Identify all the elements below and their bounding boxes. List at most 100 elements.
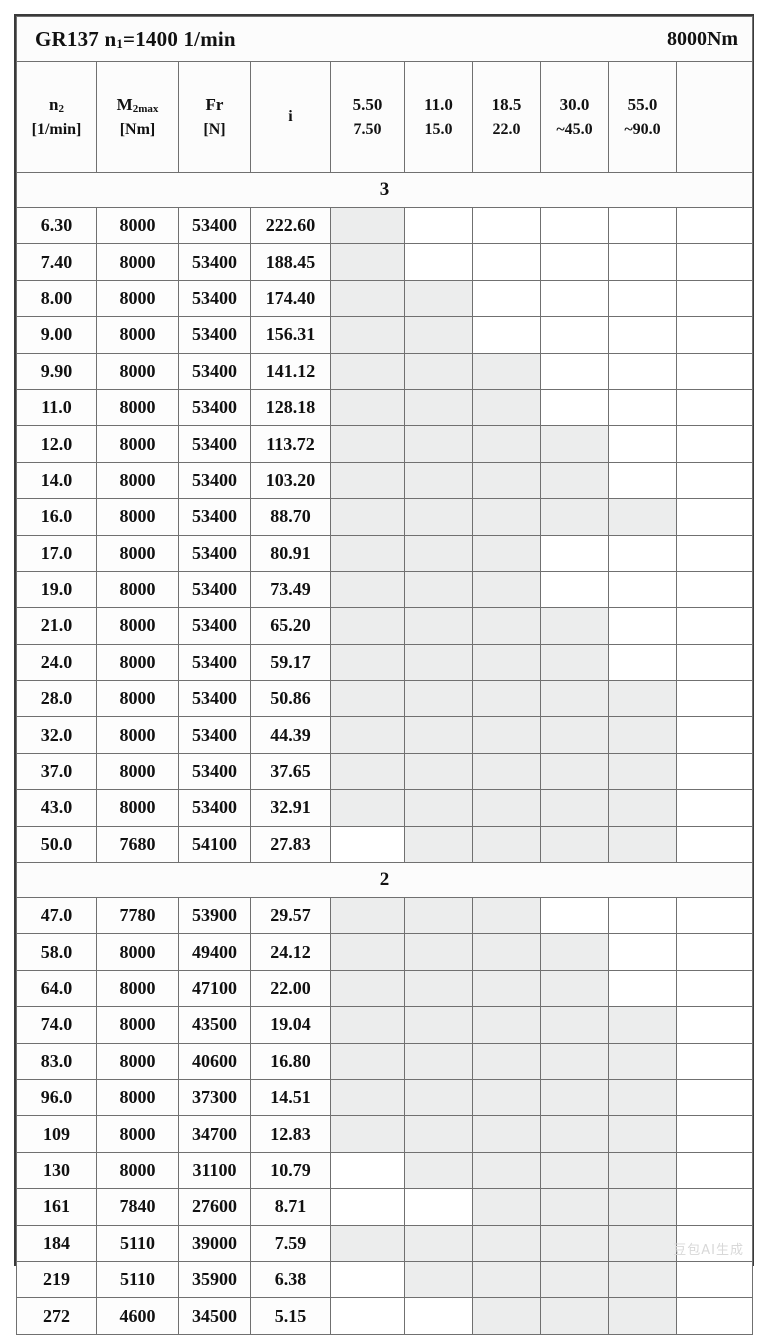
cell-n2: 109 [16, 1115, 97, 1153]
cell-i: 14.51 [250, 1078, 331, 1117]
cell-power-1-available [330, 969, 405, 1008]
cell-n2: 64.0 [16, 969, 97, 1008]
cell-power-2-available [404, 279, 473, 318]
cell-i: 29.57 [250, 897, 331, 935]
table-row: 96.0 8000 37300 14.51 [16, 1078, 754, 1117]
cell-power-1-available [330, 607, 405, 645]
cell-i: 24.12 [250, 933, 331, 971]
cell-power-5-empty [608, 607, 677, 645]
column-header-m2max: M2max [Nm] [96, 61, 179, 173]
cell-power-6-empty [675, 534, 754, 572]
cell-n2: 130 [16, 1151, 97, 1190]
cell-i: 188.45 [250, 243, 331, 281]
cell-power-2-available [404, 897, 473, 935]
cell-m2max: 8000 [96, 498, 179, 536]
cell-power-6-empty [675, 752, 754, 791]
cell-power-4-empty [540, 570, 609, 609]
cell-n2: 8.00 [16, 279, 97, 318]
cell-power-5-available [608, 789, 677, 827]
cell-i: 19.04 [250, 1006, 331, 1044]
cell-i: 156.31 [250, 316, 331, 354]
cell-n2: 14.0 [16, 461, 97, 500]
cell-m2max: 8000 [96, 789, 179, 827]
cell-power-2-empty [404, 206, 473, 245]
cell-power-5-empty [608, 352, 677, 390]
cell-m2max: 8000 [96, 1042, 179, 1080]
table-row: 64.0 8000 47100 22.00 [16, 969, 754, 1008]
cell-i: 222.60 [250, 206, 331, 245]
cell-fr: 39000 [178, 1224, 251, 1262]
cell-power-5-available [608, 680, 677, 718]
cell-power-2-available [404, 969, 473, 1008]
cell-m2max: 8000 [96, 461, 179, 500]
cell-power-6-empty [675, 969, 754, 1008]
cell-power-5-empty [608, 534, 677, 572]
cell-power-4-available [540, 607, 609, 645]
cell-power-3-empty [472, 316, 541, 354]
cell-i: 73.49 [250, 570, 331, 609]
cell-power-5-empty [608, 969, 677, 1008]
torque-rating: 8000Nm [666, 27, 739, 50]
column-header-power-3: 18.5 22.0 [472, 61, 541, 173]
cell-power-3-available [472, 425, 541, 463]
cell-power-3-available [472, 969, 541, 1008]
cell-i: 50.86 [250, 680, 331, 718]
cell-power-6-empty [675, 352, 754, 390]
cell-n2: 28.0 [16, 680, 97, 718]
cell-m2max: 8000 [96, 1078, 179, 1117]
cell-power-1-available [330, 789, 405, 827]
cell-fr: 53400 [178, 243, 251, 281]
cell-power-1-available [330, 1006, 405, 1044]
cell-power-3-available [472, 825, 541, 864]
cell-power-1-available [330, 1224, 405, 1262]
cell-n2: 58.0 [16, 933, 97, 971]
cell-power-4-available [540, 498, 609, 536]
table-row: 7.40 8000 53400 188.45 [16, 243, 754, 281]
cell-n2: 24.0 [16, 643, 97, 682]
cell-power-2-available [404, 716, 473, 754]
cell-power-4-empty [540, 316, 609, 354]
sheet-title: GR137 n1=1400 1/min [35, 26, 236, 51]
cell-m2max: 7680 [96, 825, 179, 864]
cell-i: 103.20 [250, 461, 331, 500]
cell-fr: 49400 [178, 933, 251, 971]
cell-m2max: 8000 [96, 752, 179, 791]
cell-power-3-available [472, 789, 541, 827]
cell-power-2-available [404, 570, 473, 609]
cell-fr: 37300 [178, 1078, 251, 1117]
cell-i: 44.39 [250, 716, 331, 754]
cell-power-4-available [540, 752, 609, 791]
cell-m2max: 8000 [96, 933, 179, 971]
cell-i: 12.83 [250, 1115, 331, 1153]
cell-power-1-empty [330, 1297, 405, 1335]
cell-m2max: 8000 [96, 316, 179, 354]
cell-power-5-available [608, 1042, 677, 1080]
cell-n2: 7.40 [16, 243, 97, 281]
cell-power-1-empty [330, 1151, 405, 1190]
cell-fr: 53400 [178, 498, 251, 536]
cell-m2max: 7780 [96, 897, 179, 935]
cell-power-4-empty [540, 352, 609, 390]
column-header-power-5: 55.0 ~90.0 [608, 61, 677, 173]
cell-n2: 12.0 [16, 425, 97, 463]
cell-power-3-available [472, 933, 541, 971]
cell-power-3-available [472, 1151, 541, 1190]
cell-power-6-empty [675, 1006, 754, 1044]
cell-power-2-available [404, 643, 473, 682]
cell-power-6-empty [675, 206, 754, 245]
cell-i: 128.18 [250, 388, 331, 427]
cell-n2: 161 [16, 1188, 97, 1226]
column-header-fr: Fr [N] [178, 61, 251, 173]
table-row: 32.0 8000 53400 44.39 [16, 716, 754, 754]
cell-power-6-empty [675, 933, 754, 971]
cell-power-6-empty [675, 1115, 754, 1153]
cell-fr: 43500 [178, 1006, 251, 1044]
cell-i: 27.83 [250, 825, 331, 864]
cell-power-1-available [330, 1042, 405, 1080]
cell-n2: 16.0 [16, 498, 97, 536]
cell-fr: 34700 [178, 1115, 251, 1153]
cell-power-5-available [608, 716, 677, 754]
cell-i: 37.65 [250, 752, 331, 791]
cell-power-1-available [330, 316, 405, 354]
cell-power-3-available [472, 1188, 541, 1226]
